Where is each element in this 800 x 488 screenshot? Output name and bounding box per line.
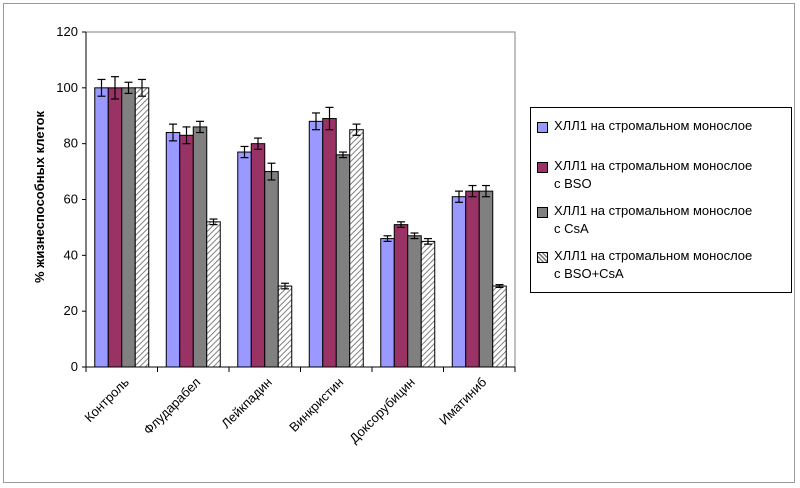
plot-area: 0 20 40 60 80 100 120 Контроль Флударабел Лейкпад… <box>56 24 516 447</box>
legend-swatch-4 <box>537 252 548 263</box>
y-axis-label: % жизнеспособных клеток <box>32 110 47 283</box>
y-tick-label: 20 <box>64 303 78 318</box>
bar-3 <box>192 126 208 368</box>
x-category-label: Контроль <box>81 374 132 425</box>
bar-4 <box>420 240 436 368</box>
plot-border <box>85 31 516 368</box>
bar-2 <box>465 190 480 368</box>
bar-1 <box>380 238 395 368</box>
legend-label-2: ХЛЛ1 на стромальном монослое с BSO <box>554 158 753 191</box>
x-category-label: Флударабел <box>140 375 203 438</box>
legend-swatch-1 <box>537 122 548 133</box>
bar-4 <box>492 285 507 368</box>
bar-1 <box>451 196 467 368</box>
bar-2 <box>322 118 337 368</box>
chart-frame: % жизнеспособных клеток 0 20 40 60 80 100 120 К… <box>3 3 795 483</box>
bar-1 <box>308 120 324 368</box>
bar-2 <box>179 134 194 368</box>
y-tick-label: 40 <box>64 247 78 262</box>
bar-3 <box>335 154 351 368</box>
y-tick-label: 60 <box>64 192 78 207</box>
legend-item-4: ХЛЛ1 на стромальном монослое с BSO+CsA <box>537 248 753 283</box>
bar-1 <box>94 87 109 368</box>
bar-3 <box>407 235 422 368</box>
bar-3 <box>478 190 494 368</box>
legend-item-1: ХЛЛ1 на стромальном монослое <box>537 118 753 135</box>
x-category-label: Иматиниб <box>436 375 489 428</box>
bar-1 <box>237 151 252 368</box>
legend-label-1: ХЛЛ1 на стромальном монослое <box>554 118 753 133</box>
legend-swatch-3 <box>537 207 548 218</box>
x-category-label: Доксорубицин <box>346 375 418 447</box>
x-category-label: Винкристин <box>286 375 346 435</box>
bar-1 <box>165 132 181 368</box>
y-tick-label: 80 <box>64 136 78 151</box>
bar-2 <box>393 224 409 368</box>
bar-4 <box>277 285 293 368</box>
y-tick-label: 120 <box>56 24 78 39</box>
legend-label-3: ХЛЛ1 на стромальном монослое с CsA <box>554 203 753 236</box>
legend-swatch-2 <box>537 162 548 173</box>
bar-3 <box>264 171 279 368</box>
legend-item-3: ХЛЛ1 на стромальном монослое с CsA <box>537 203 753 238</box>
x-category-label: Лейкпадин <box>218 375 275 432</box>
bar-4 <box>206 221 221 368</box>
bar-4 <box>349 129 364 368</box>
legend: ХЛЛ1 на стромальном монослое ХЛЛ1 на стр… <box>530 107 792 293</box>
bar-3 <box>121 87 136 368</box>
legend-item-2: ХЛЛ1 на стромальном монослое с BSO <box>537 158 753 193</box>
bar-2 <box>107 87 123 368</box>
legend-label-4: ХЛЛ1 на стромальном монослое с BSO+CsA <box>554 248 753 281</box>
bar-2 <box>250 143 266 368</box>
y-tick-label: 100 <box>56 80 78 95</box>
y-tick-label: 0 <box>71 359 78 374</box>
chart-canvas: % жизнеспособных клеток 0 20 40 60 80 100 120 К… <box>32 24 516 447</box>
bar-4 <box>134 87 150 368</box>
